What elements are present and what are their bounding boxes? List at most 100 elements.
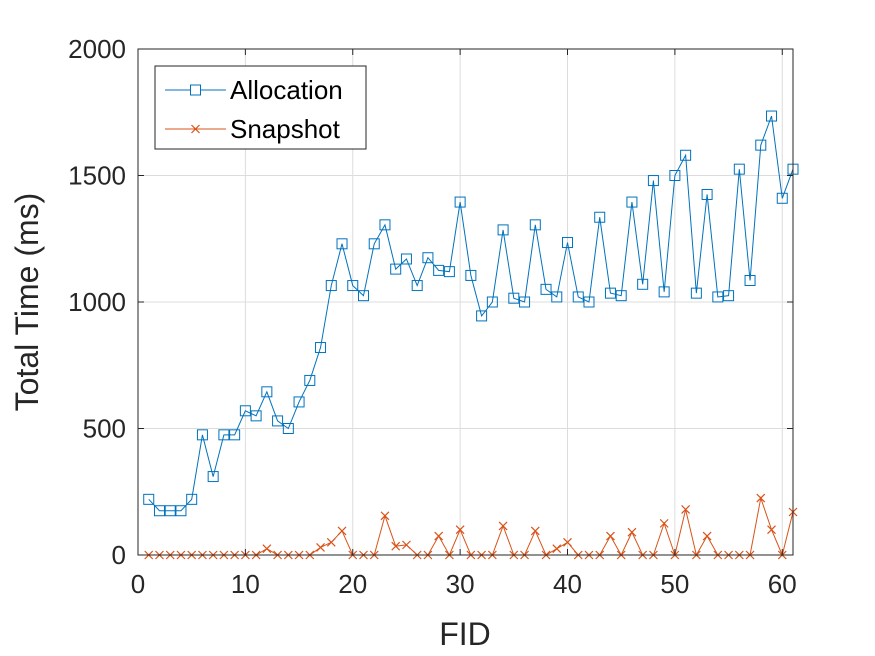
data-point-allocation [293, 396, 305, 408]
y-axis-title: Total Time (ms) [9, 193, 45, 412]
data-point-allocation [669, 170, 681, 181]
data-point-allocation [368, 238, 380, 250]
data-point-allocation [540, 283, 552, 295]
data-point-allocation [186, 493, 198, 505]
data-point-snapshot [756, 493, 766, 503]
data-point-allocation [218, 429, 230, 441]
data-point-allocation [153, 505, 165, 517]
data-point-snapshot [434, 531, 444, 541]
x-tick-label: 40 [553, 569, 582, 599]
legend-marker-allocation [190, 84, 201, 96]
data-point-allocation [519, 296, 531, 308]
data-point-allocation [733, 163, 745, 175]
data-point-allocation [755, 139, 767, 151]
data-point-snapshot [530, 526, 540, 536]
data-point-allocation [529, 219, 541, 231]
data-point-allocation [143, 493, 155, 505]
x-tick-label: 60 [768, 569, 797, 599]
data-point-allocation [422, 252, 434, 264]
x-tick-label: 50 [660, 569, 689, 599]
data-point-allocation [325, 280, 337, 292]
data-point-allocation [658, 286, 670, 298]
legend: Allocation Snapshot [154, 65, 367, 150]
data-point-allocation [443, 266, 455, 278]
data-point-allocation [239, 405, 251, 417]
data-point-allocation [411, 280, 423, 292]
data-point-allocation [551, 291, 563, 303]
data-point-snapshot [326, 537, 336, 547]
data-point-allocation [336, 238, 348, 250]
data-point-allocation [486, 296, 498, 308]
legend-label-snapshot: Snapshot [230, 114, 341, 144]
y-tick-label: 1000 [68, 287, 126, 317]
data-point-allocation [604, 287, 616, 299]
data-point-allocation [723, 290, 735, 302]
data-point-allocation [207, 471, 219, 483]
x-tick-label: 0 [131, 569, 145, 599]
data-point-snapshot [380, 511, 390, 521]
data-point-allocation [400, 253, 412, 265]
data-point-snapshot [552, 544, 562, 554]
data-point-allocation [497, 224, 509, 236]
data-point-allocation [229, 429, 241, 441]
y-tick-label: 2000 [68, 34, 126, 64]
data-point-allocation [476, 310, 488, 322]
data-point-allocation [379, 219, 391, 231]
data-point-allocation [196, 429, 208, 441]
data-point-snapshot [702, 531, 712, 541]
data-point-allocation [594, 211, 606, 223]
data-point-allocation [776, 192, 788, 204]
axis-ticks: 0 10 20 30 40 50 60 0 500 1000 1500 2000 [68, 34, 797, 599]
data-point-snapshot [627, 527, 637, 537]
data-point-allocation [250, 410, 262, 422]
data-point-allocation [637, 278, 649, 290]
x-axis-title: FID [439, 616, 491, 652]
data-point-allocation [315, 342, 327, 354]
data-point-snapshot [316, 542, 325, 552]
data-point-snapshot [606, 531, 615, 541]
data-point-allocation [282, 423, 294, 434]
data-point-allocation [615, 290, 627, 302]
data-point-allocation [465, 269, 477, 281]
series-line-allocation [148, 115, 794, 512]
x-tick-label: 30 [446, 569, 475, 599]
data-point-snapshot [391, 541, 401, 551]
x-tick-label: 20 [338, 569, 367, 599]
data-point-allocation [562, 237, 574, 249]
x-tick-label: 10 [231, 569, 260, 599]
series-allocation [143, 110, 799, 517]
y-tick-label: 1500 [68, 161, 126, 191]
data-point-allocation [626, 196, 638, 208]
data-point-allocation [304, 374, 316, 386]
data-point-allocation [583, 296, 595, 308]
data-point-allocation [433, 264, 445, 276]
data-point-allocation [347, 280, 359, 292]
data-point-allocation [712, 291, 724, 303]
data-point-allocation [261, 386, 273, 398]
data-point-allocation [454, 196, 466, 208]
data-point-allocation [701, 188, 713, 200]
data-point-allocation [744, 274, 756, 286]
data-point-allocation [164, 505, 176, 517]
data-point-allocation [766, 110, 778, 122]
y-tick-label: 500 [83, 414, 126, 444]
data-point-snapshot [498, 521, 508, 531]
data-point-snapshot [402, 540, 411, 550]
data-point-snapshot [659, 518, 669, 528]
data-point-allocation [690, 287, 702, 299]
legend-marker-snapshot [191, 124, 200, 134]
data-point-allocation [390, 263, 402, 275]
data-point-snapshot [455, 525, 465, 535]
data-point-allocation [647, 175, 659, 187]
data-point-snapshot [563, 537, 572, 547]
data-point-allocation [508, 292, 520, 304]
data-point-snapshot [681, 505, 691, 514]
data-point-snapshot [262, 544, 272, 554]
data-point-allocation [680, 149, 692, 161]
data-point-allocation [357, 290, 369, 302]
data-point-snapshot [337, 526, 347, 536]
y-tick-label: 0 [112, 540, 126, 570]
legend-box [154, 65, 367, 150]
data-point-snapshot [767, 525, 776, 535]
